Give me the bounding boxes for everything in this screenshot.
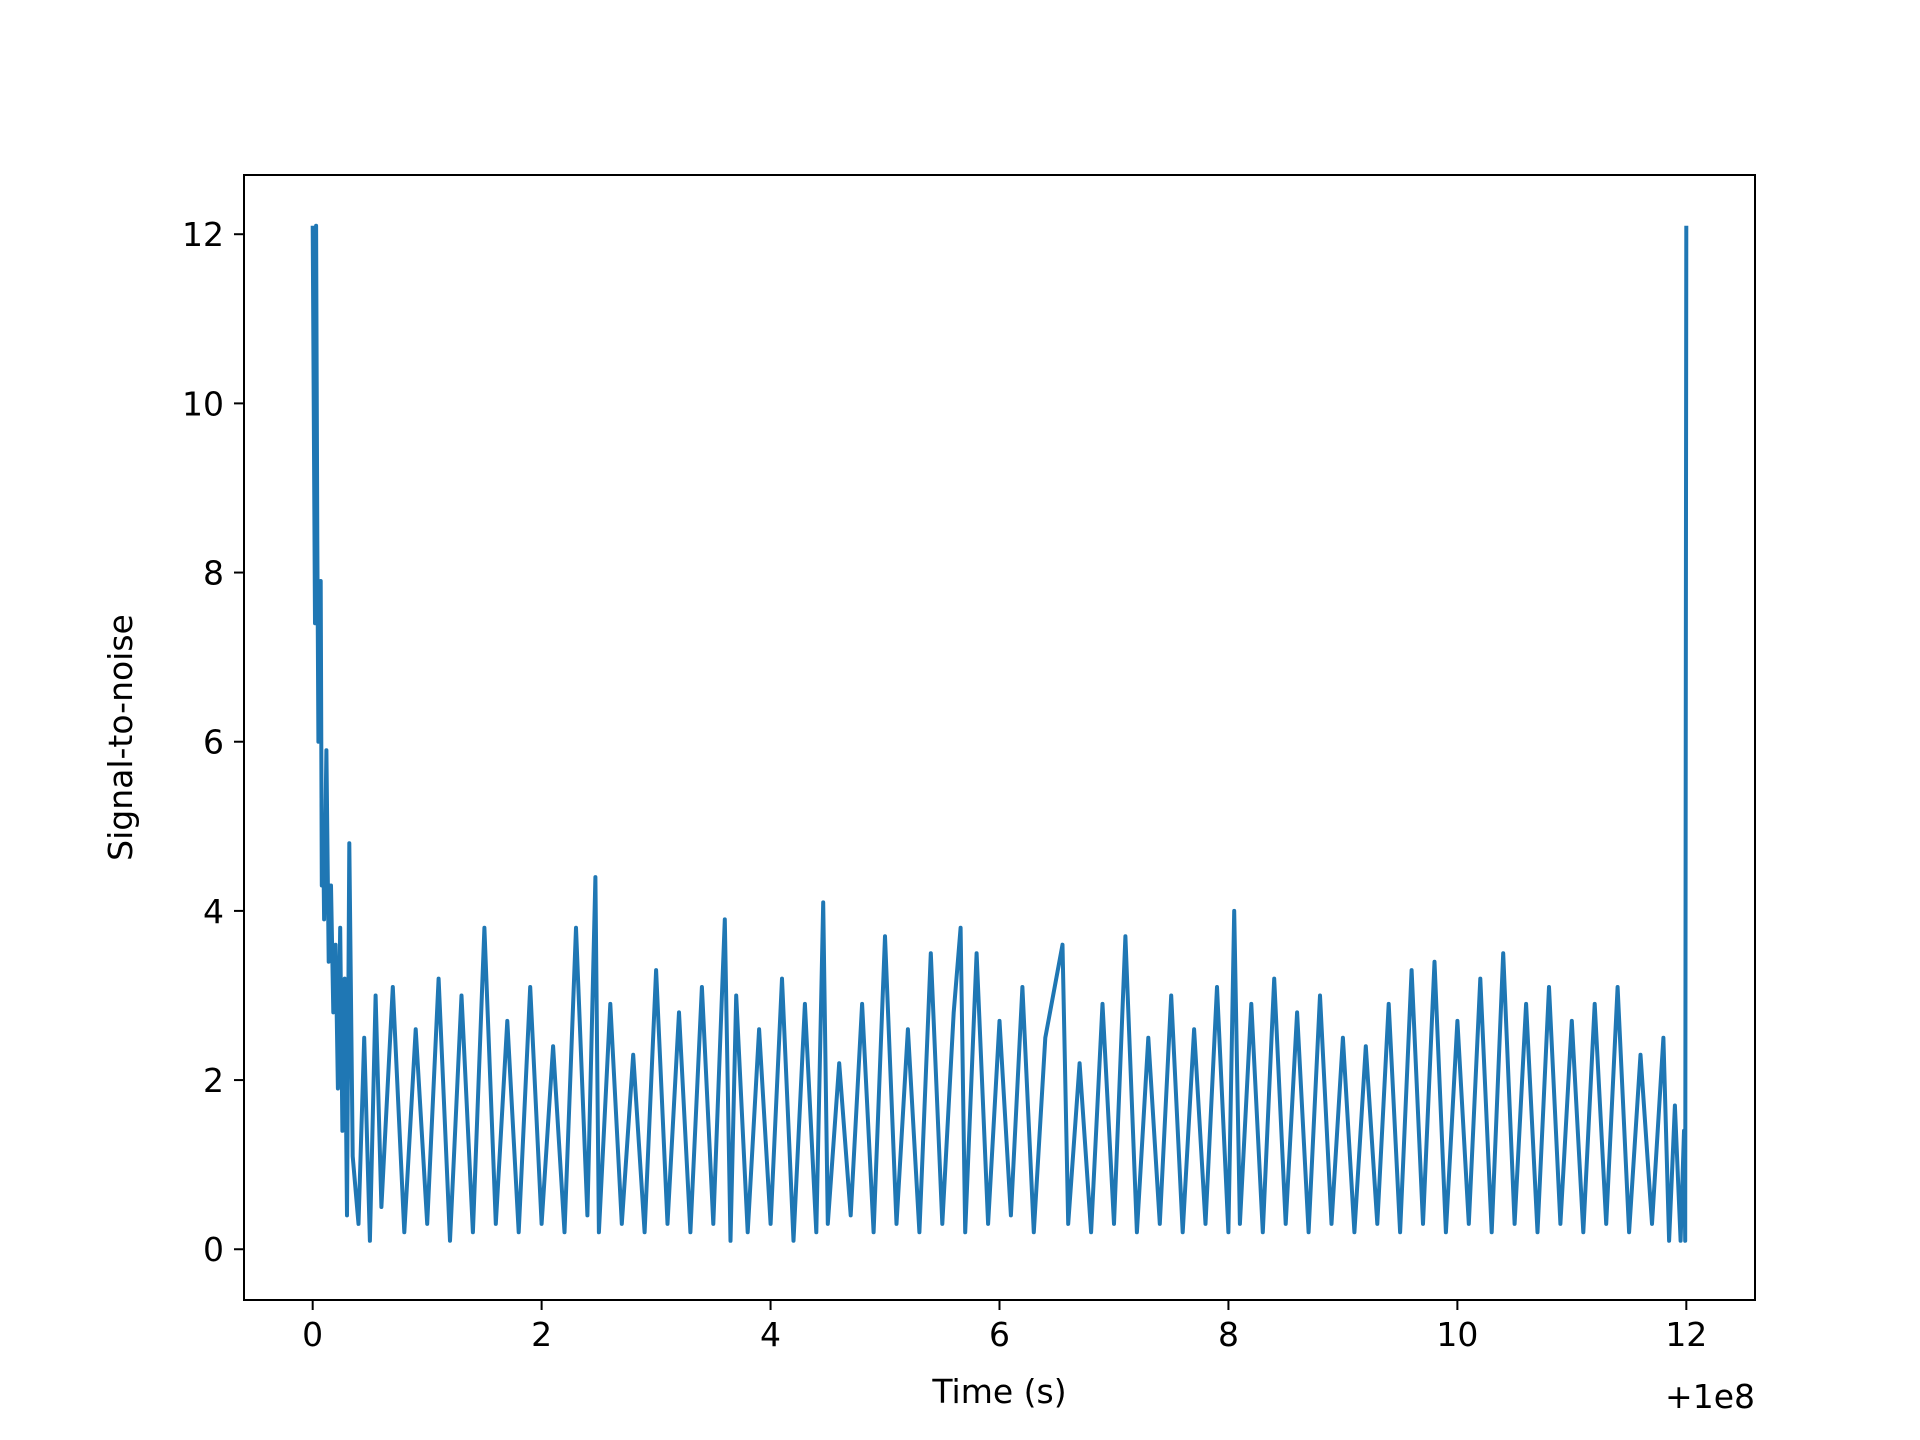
x-tick-label: 10 xyxy=(1436,1315,1478,1354)
y-tick-label: 2 xyxy=(203,1061,224,1100)
x-tick-label: 8 xyxy=(1218,1315,1239,1354)
x-axis-label: Time (s) xyxy=(931,1372,1066,1411)
x-axis: 0 2 4 6 8 10 12 xyxy=(302,1300,1707,1354)
y-tick-label: 10 xyxy=(182,384,224,423)
x-axis-offset-label: +1e8 xyxy=(1665,1377,1755,1416)
y-tick-label: 8 xyxy=(203,554,224,593)
x-tick-label: 6 xyxy=(989,1315,1010,1354)
x-tick-label: 2 xyxy=(531,1315,552,1354)
x-tick-label: 0 xyxy=(302,1315,323,1354)
y-tick-label: 6 xyxy=(203,723,224,762)
x-tick-label: 4 xyxy=(760,1315,781,1354)
series-line-0 xyxy=(310,223,1689,1243)
y-tick-label: 4 xyxy=(203,892,224,931)
series-layer xyxy=(310,223,1689,1243)
y-tick-label: 0 xyxy=(203,1230,224,1269)
y-axis: 0 2 4 6 8 10 12 xyxy=(182,215,244,1269)
y-axis-label: Signal-to-noise xyxy=(101,614,140,861)
x-tick-label: 12 xyxy=(1665,1315,1707,1354)
y-tick-label: 12 xyxy=(182,215,224,254)
